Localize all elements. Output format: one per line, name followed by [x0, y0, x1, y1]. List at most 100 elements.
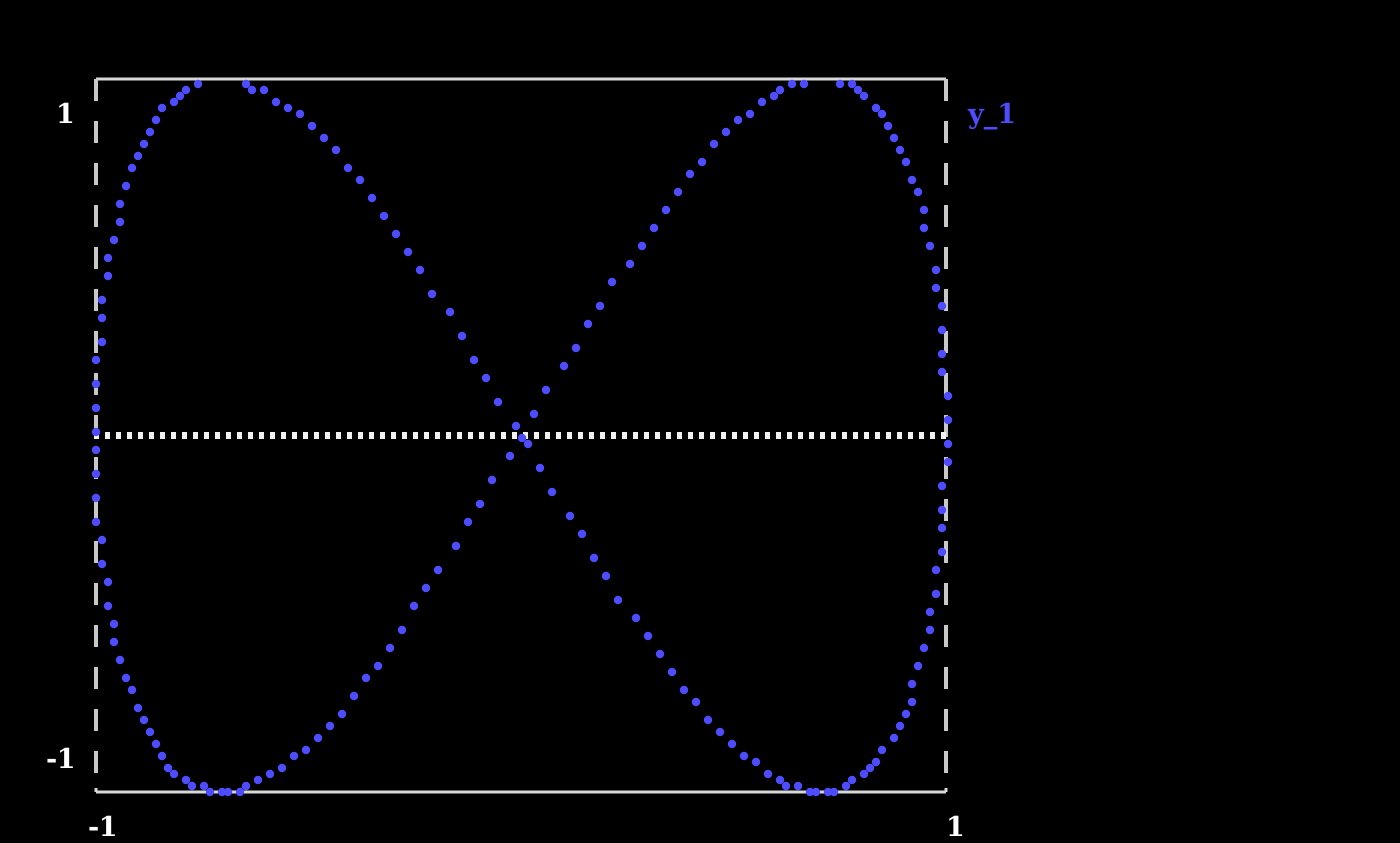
data-point [427, 289, 437, 299]
data-point [91, 445, 101, 455]
data-point [487, 475, 497, 485]
data-point [799, 79, 809, 89]
data-point [97, 559, 107, 569]
data-point [139, 715, 149, 725]
data-point [91, 493, 101, 503]
data-point [475, 499, 485, 509]
legend-entry-y_1: y_1 [968, 99, 1016, 130]
data-point [241, 781, 251, 791]
data-point [349, 691, 359, 701]
data-point [649, 223, 659, 233]
data-point [529, 409, 539, 419]
data-point [97, 337, 107, 347]
data-point [925, 607, 935, 617]
data-point [907, 175, 917, 185]
data-point [697, 157, 707, 167]
data-point [505, 451, 515, 461]
data-point [715, 727, 725, 737]
data-point [415, 265, 425, 275]
data-point [121, 181, 131, 191]
data-point [355, 175, 365, 185]
data-point [883, 121, 893, 131]
data-point [277, 763, 287, 773]
data-point [409, 601, 419, 611]
data-point [181, 775, 191, 785]
data-point [871, 103, 881, 113]
data-point [895, 145, 905, 155]
data-point [259, 85, 269, 95]
data-point [115, 655, 125, 665]
data-point [97, 295, 107, 305]
data-point [943, 415, 953, 425]
data-point [583, 319, 593, 329]
data-point [943, 391, 953, 401]
data-point [145, 727, 155, 737]
data-point [109, 235, 119, 245]
data-point [769, 91, 779, 101]
data-point [871, 757, 881, 767]
data-point [91, 403, 101, 413]
data-point [565, 511, 575, 521]
data-point [493, 397, 503, 407]
data-point [283, 103, 293, 113]
data-point [859, 769, 869, 779]
data-point [901, 157, 911, 167]
data-point [847, 775, 857, 785]
y-axis-tick-label-bottom: -1 [46, 744, 76, 775]
data-point [781, 781, 791, 791]
data-point [343, 163, 353, 173]
data-point [859, 91, 869, 101]
data-point [727, 739, 737, 749]
data-point [457, 331, 467, 341]
data-point [937, 325, 947, 335]
data-point [511, 421, 521, 431]
data-point [103, 253, 113, 263]
data-point [97, 535, 107, 545]
data-point [247, 85, 257, 95]
data-point [703, 715, 713, 725]
data-point [157, 751, 167, 761]
data-point [91, 379, 101, 389]
data-point [721, 127, 731, 137]
data-point [829, 787, 839, 797]
data-point [931, 283, 941, 293]
x-axis-tick-label-right: 1 [946, 812, 965, 843]
data-point [595, 301, 605, 311]
data-point [673, 187, 683, 197]
data-point [151, 739, 161, 749]
data-point [937, 481, 947, 491]
data-point [919, 223, 929, 233]
data-point [877, 745, 887, 755]
data-point [313, 733, 323, 743]
data-point [541, 385, 551, 395]
data-point [193, 79, 203, 89]
data-point [607, 277, 617, 287]
data-point [637, 241, 647, 251]
data-point [889, 733, 899, 743]
data-point [217, 787, 227, 797]
data-point [841, 781, 851, 791]
data-point [679, 685, 689, 695]
data-point [919, 643, 929, 653]
series-y_1-markers [91, 79, 953, 797]
data-point [517, 433, 527, 443]
data-point [115, 217, 125, 227]
data-point [103, 601, 113, 611]
data-point [559, 361, 569, 371]
data-point [571, 343, 581, 353]
data-point [445, 307, 455, 317]
data-point [823, 787, 833, 797]
data-point [895, 721, 905, 731]
data-point [361, 673, 371, 683]
data-point [523, 439, 533, 449]
data-point [181, 85, 191, 95]
data-point [379, 211, 389, 221]
data-point [169, 769, 179, 779]
data-point [91, 517, 101, 527]
data-point [97, 313, 107, 323]
data-point [661, 205, 671, 215]
data-point [625, 259, 635, 269]
data-point [745, 109, 755, 119]
